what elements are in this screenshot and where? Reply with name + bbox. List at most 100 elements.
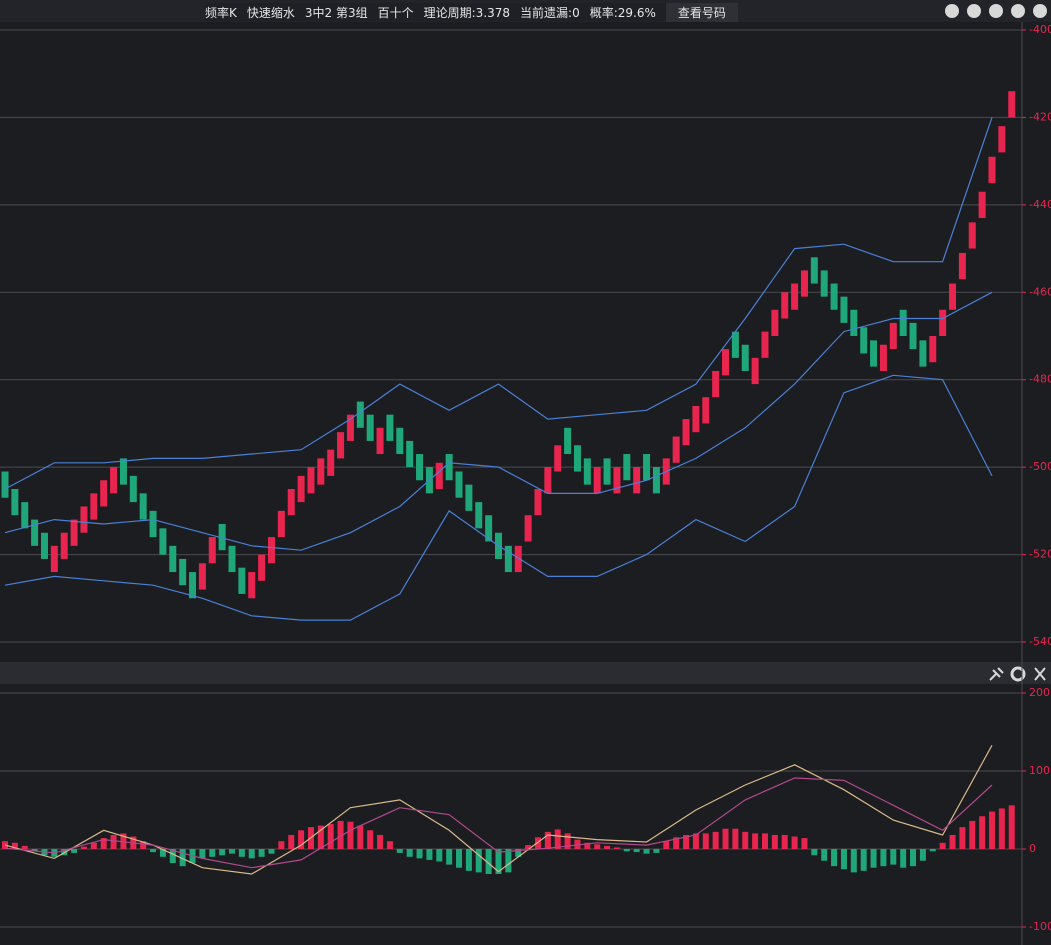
candle-body bbox=[149, 510, 157, 538]
candle-body bbox=[258, 554, 266, 581]
candle-body bbox=[978, 191, 986, 218]
candle-body bbox=[751, 357, 759, 385]
histogram-bar bbox=[574, 839, 581, 849]
candle-body bbox=[287, 489, 295, 516]
candle-body bbox=[623, 454, 631, 481]
candle-body bbox=[327, 449, 335, 476]
candle-body bbox=[899, 309, 907, 336]
candle-body bbox=[169, 545, 177, 573]
histogram-bar bbox=[327, 824, 334, 849]
histogram-bar bbox=[584, 842, 591, 849]
histogram-bar bbox=[317, 825, 324, 849]
histogram-bar bbox=[910, 849, 917, 867]
histogram-bar bbox=[80, 846, 87, 849]
candle-body bbox=[307, 467, 315, 494]
histogram-bar bbox=[525, 845, 532, 849]
histogram-bar bbox=[298, 830, 305, 849]
candle-body bbox=[159, 528, 167, 555]
candle-body bbox=[909, 322, 917, 350]
candle-body bbox=[761, 331, 769, 358]
candle-body bbox=[791, 283, 799, 310]
histogram-bar bbox=[100, 838, 107, 849]
histogram-bar bbox=[110, 834, 117, 849]
candle-body bbox=[633, 467, 641, 494]
histogram-bar bbox=[219, 849, 226, 856]
candle-body bbox=[179, 558, 187, 586]
candle-body bbox=[1008, 91, 1016, 118]
indicator-line bbox=[4, 777, 993, 869]
candle-body bbox=[70, 519, 78, 546]
candle-body bbox=[958, 252, 966, 280]
histogram-bar bbox=[1008, 805, 1015, 849]
histogram-bar bbox=[801, 838, 808, 849]
candle-body bbox=[366, 414, 374, 441]
histogram-bar bbox=[663, 841, 670, 849]
close-icon[interactable] bbox=[1034, 667, 1046, 681]
y-tick-label: -500 bbox=[1029, 460, 1051, 473]
candle-body bbox=[31, 519, 39, 546]
histogram-bar bbox=[692, 833, 699, 849]
header-strip bbox=[205, 3, 715, 21]
histogram-bar bbox=[31, 849, 38, 852]
histogram-bar bbox=[564, 833, 571, 849]
candle-body bbox=[110, 467, 118, 494]
candle-body bbox=[80, 506, 88, 533]
candle-body bbox=[524, 515, 532, 542]
histogram-bar bbox=[643, 849, 650, 854]
candle-body bbox=[100, 480, 108, 507]
histogram-bar bbox=[989, 811, 995, 849]
y-tick-label: -420 bbox=[1029, 110, 1051, 123]
down-icon[interactable] bbox=[1011, 4, 1025, 18]
candle-body bbox=[731, 331, 739, 358]
candle-body bbox=[445, 454, 453, 481]
header-item: 百十个 bbox=[377, 5, 414, 20]
histogram-bar bbox=[683, 834, 690, 849]
panel-bar bbox=[0, 662, 1051, 684]
panel-icons[interactable] bbox=[989, 666, 1046, 682]
histogram-bar bbox=[495, 849, 502, 874]
toolbar-icons[interactable] bbox=[945, 4, 1047, 18]
candle-body bbox=[643, 454, 651, 481]
histogram-bar bbox=[238, 849, 245, 857]
candle-body bbox=[455, 471, 463, 498]
histogram-bar bbox=[929, 849, 936, 852]
histogram-bar bbox=[150, 849, 157, 853]
candle-body bbox=[228, 545, 236, 573]
histogram-bar bbox=[169, 849, 176, 864]
histogram-bar bbox=[485, 849, 492, 874]
histogram-bar bbox=[732, 828, 739, 849]
candle-body bbox=[317, 458, 325, 485]
histogram-bar bbox=[742, 831, 749, 849]
up-icon[interactable] bbox=[989, 4, 1003, 18]
histogram-bar bbox=[11, 842, 18, 849]
candle-body bbox=[741, 344, 749, 371]
candle-body bbox=[603, 458, 611, 485]
view-numbers-button[interactable]: 查看号码 bbox=[665, 2, 738, 22]
histogram-bar bbox=[426, 849, 433, 860]
header-item: 理论周期:3.378 bbox=[423, 5, 511, 20]
candle-body bbox=[40, 532, 48, 559]
histogram-bar bbox=[594, 844, 601, 849]
candle-body bbox=[189, 572, 197, 599]
candle-body bbox=[297, 475, 305, 503]
more-icon[interactable] bbox=[1033, 4, 1047, 18]
candle-body bbox=[544, 467, 552, 494]
candle-body bbox=[11, 489, 19, 516]
settings-icon[interactable] bbox=[1010, 666, 1026, 682]
y-tick-label: 200 bbox=[1029, 686, 1050, 699]
candle-body bbox=[534, 489, 542, 516]
candle-body bbox=[119, 458, 127, 485]
edit-icon[interactable] bbox=[945, 4, 959, 18]
histogram-bar bbox=[209, 849, 216, 857]
histogram-bar bbox=[515, 849, 522, 857]
candle-body bbox=[889, 322, 897, 350]
candle-body bbox=[879, 344, 887, 371]
histogram-bar bbox=[436, 849, 443, 862]
histogram-bar bbox=[229, 849, 236, 854]
histogram-bar bbox=[900, 849, 907, 868]
pin-icon[interactable] bbox=[989, 667, 1004, 681]
candle-body bbox=[416, 454, 424, 481]
back-icon[interactable] bbox=[967, 4, 981, 18]
histogram-bar bbox=[199, 849, 206, 859]
